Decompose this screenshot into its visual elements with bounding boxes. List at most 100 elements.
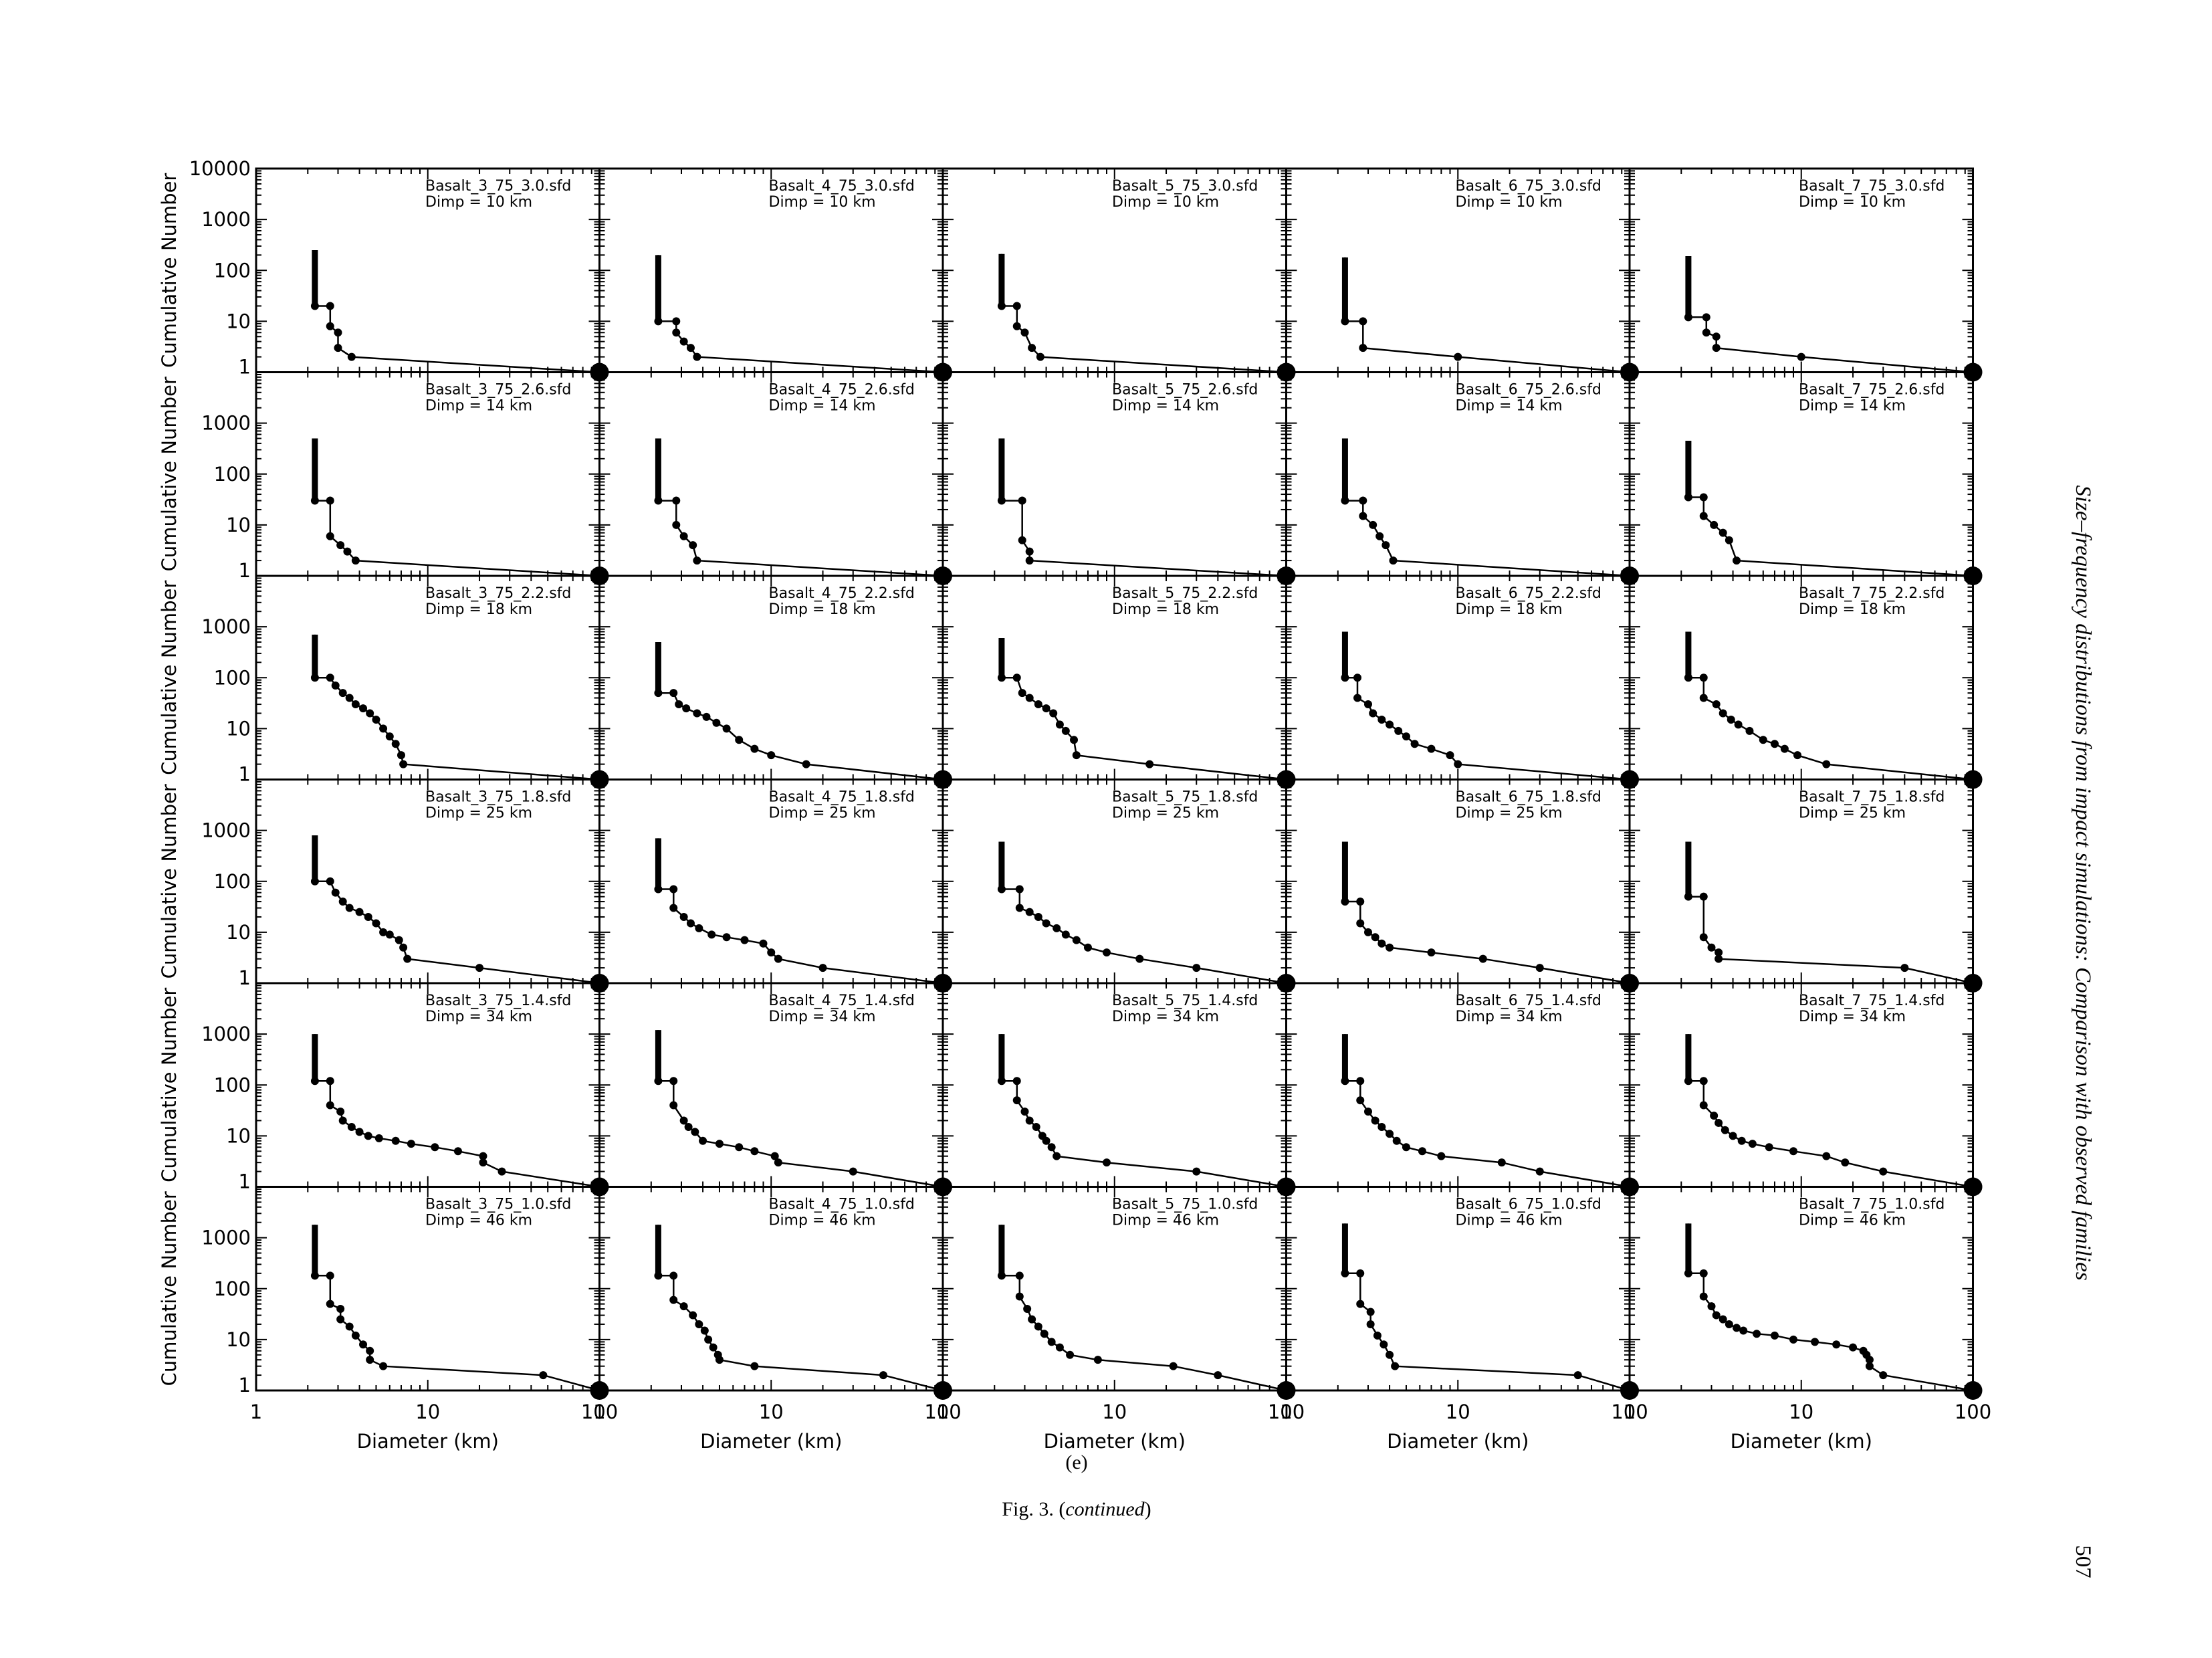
panel-title: Basalt_7_75_1.0.sfd <box>1799 1197 1945 1213</box>
data-point <box>1386 1130 1394 1138</box>
panel-title: Basalt_5_75_3.0.sfd <box>1112 178 1258 195</box>
subfigure-label: (e) <box>1065 1451 1088 1473</box>
panel-title: Basalt_6_75_3.0.sfd <box>1456 178 1601 195</box>
data-point <box>669 1296 678 1304</box>
data-point <box>1366 1308 1375 1316</box>
data-point <box>1900 964 1909 972</box>
data-point <box>722 724 731 733</box>
data-point <box>1371 1116 1379 1125</box>
data-point <box>351 1331 360 1340</box>
data-point <box>1025 547 1034 556</box>
data-point <box>1573 1371 1582 1380</box>
data-point <box>1770 740 1779 748</box>
panel-title: Basalt_4_75_1.8.sfd <box>769 789 915 806</box>
data-point <box>1879 1167 1888 1176</box>
data-point <box>1822 1152 1831 1160</box>
panel-dimp: Dimp = 14 km <box>769 398 876 415</box>
data-point <box>366 709 374 718</box>
data-point <box>1725 1320 1733 1328</box>
y-tick-label: 10 <box>226 310 251 332</box>
data-point <box>1061 726 1070 735</box>
panel-title: Basalt_5_75_1.8.sfd <box>1112 789 1258 806</box>
series-line <box>657 255 944 373</box>
data-point <box>1879 1371 1888 1380</box>
data-point <box>1042 1136 1050 1145</box>
panel-dimp: Dimp = 10 km <box>769 194 876 211</box>
data-point <box>1072 936 1081 944</box>
x-axis-label: Diameter (km) <box>700 1430 842 1453</box>
data-point <box>679 912 688 921</box>
x-tick-label: 1 <box>1624 1401 1636 1423</box>
data-point <box>1745 726 1754 735</box>
data-point <box>750 744 759 753</box>
data-point <box>669 885 678 894</box>
data-point <box>1865 1362 1874 1370</box>
data-point <box>1341 1269 1349 1277</box>
data-point <box>672 317 681 326</box>
x-tick-label: 100 <box>581 1401 618 1423</box>
data-point <box>1699 1077 1708 1085</box>
data-point <box>693 709 701 718</box>
data-point <box>1684 313 1692 322</box>
data-point <box>750 1147 759 1156</box>
data-point <box>1719 1315 1727 1324</box>
data-point <box>431 1143 439 1152</box>
data-point <box>310 302 319 310</box>
x-tick-label: 100 <box>924 1401 961 1423</box>
data-point <box>1822 760 1831 768</box>
data-point <box>1394 726 1403 735</box>
y-tick-label: 10 <box>226 514 251 536</box>
data-point <box>1012 322 1021 330</box>
data-point <box>1356 919 1365 928</box>
data-point <box>391 1136 400 1145</box>
data-point <box>1699 933 1708 942</box>
data-point <box>654 496 663 505</box>
panel-title: Basalt_5_75_1.4.sfd <box>1112 993 1258 1009</box>
data-point <box>735 736 744 744</box>
panel-dimp: Dimp = 46 km <box>1799 1213 1906 1229</box>
panel-title: Basalt_7_75_1.8.sfd <box>1799 789 1945 806</box>
data-point <box>1192 1167 1201 1176</box>
data-point <box>1478 954 1487 963</box>
series-line <box>314 1034 600 1188</box>
panel-dimp: Dimp = 34 km <box>1112 1009 1219 1025</box>
data-point <box>707 930 716 939</box>
data-point <box>345 1322 354 1331</box>
data-point <box>1684 1077 1692 1085</box>
panel-title: Basalt_6_75_2.6.sfd <box>1456 382 1601 399</box>
panel-dimp: Dimp = 14 km <box>1456 398 1563 415</box>
data-point <box>326 1271 334 1280</box>
data-point <box>1793 751 1802 760</box>
data-point <box>1725 536 1733 544</box>
data-point <box>355 1128 364 1136</box>
y-tick-label: 100 <box>214 259 251 282</box>
data-point <box>1446 751 1454 760</box>
data-point <box>385 930 394 939</box>
data-point <box>715 1356 724 1364</box>
y-tick-label: 100 <box>214 1277 251 1300</box>
caption-suffix: ) <box>1144 1498 1151 1520</box>
data-point <box>331 888 340 897</box>
series-line <box>657 838 944 985</box>
series-line <box>1687 1034 1973 1188</box>
series-line <box>1687 841 1973 985</box>
panel-dimp: Dimp = 25 km <box>1456 805 1563 822</box>
data-point <box>1379 1340 1388 1349</box>
data-point <box>1699 493 1708 502</box>
data-point <box>1759 736 1767 744</box>
panel-dimp: Dimp = 14 km <box>425 398 532 415</box>
series-line <box>657 1225 944 1392</box>
data-point <box>1377 715 1386 724</box>
data-point <box>1737 1136 1746 1145</box>
data-point <box>1353 673 1362 682</box>
data-point <box>336 1108 345 1116</box>
x-tick-label: 1 <box>593 1401 605 1423</box>
panel-title: Basalt_4_75_1.0.sfd <box>769 1197 915 1213</box>
panel-title: Basalt_3_75_1.4.sfd <box>425 993 571 1009</box>
panel-title: Basalt_5_75_2.6.sfd <box>1112 382 1258 399</box>
data-point <box>654 689 663 698</box>
data-point <box>1028 1315 1036 1324</box>
data-point <box>1427 744 1436 753</box>
data-point <box>695 1320 703 1328</box>
data-point <box>310 1271 319 1280</box>
